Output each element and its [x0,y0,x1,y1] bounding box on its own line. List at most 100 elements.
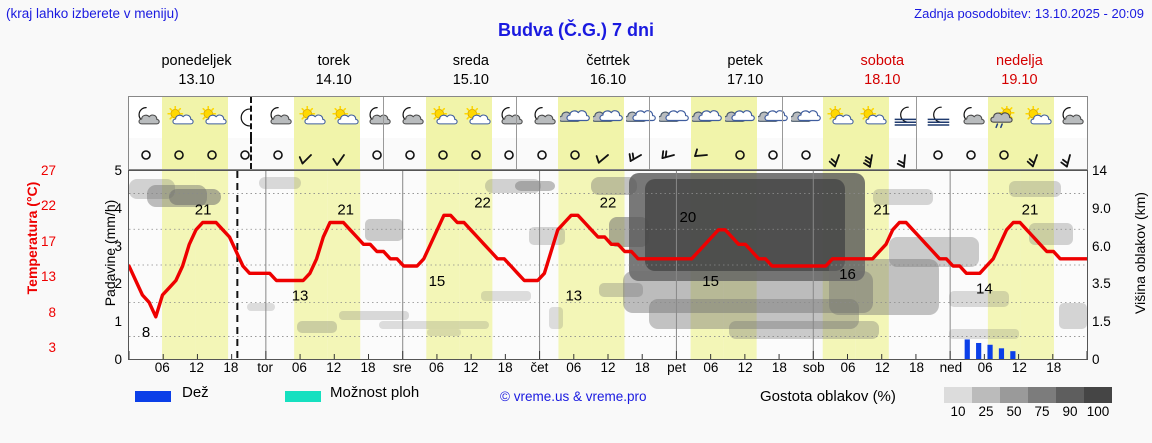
rain-legend-label: Dež [182,384,209,401]
day-date: 13.10 [178,72,215,88]
sun-cloud-rain-icon [987,97,1021,138]
wind-barb-icon [658,138,691,169]
moon-fog-icon [922,97,955,138]
wind-barb-icon [889,138,922,169]
x-axis-label: 18 [634,360,650,375]
cloud-density-colorbar [944,387,1112,403]
axis-tick: 9.0 [1092,200,1111,216]
wind-barb-icon [855,138,889,169]
svg-text:8: 8 [142,324,150,341]
wind-barb-strip [128,138,1088,170]
weather-icon-strip [128,96,1088,138]
axis-tick: 3 [48,340,56,355]
wind-calm-icon [790,138,823,169]
wind-calm-icon [261,138,294,169]
wind-barb-icon [822,138,856,169]
day-header-0: ponedeljek 13.10 [128,52,265,92]
last-update-label: Zadnja posodobitev: 13.10.2025 - 20:09 [914,6,1144,21]
x-axis-label: 18 [497,360,513,375]
x-axis-label: 06 [291,360,307,375]
moon-cloud-icon [261,97,294,138]
wind-calm-icon [195,138,229,169]
sun-cloud-icon [855,97,889,138]
day-header-4: petek 17.10 [677,52,814,92]
svg-text:21: 21 [1022,202,1039,219]
day-date: 14.10 [315,72,352,88]
wind-calm-icon [426,138,460,169]
day-separator [782,97,784,138]
day-separator [516,138,518,169]
axis-tick: 4 [114,200,122,216]
cloud-icon [591,97,625,138]
sun-cloud-icon [426,97,460,138]
day-date: 18.10 [864,72,901,88]
wind-barb-icon [327,138,361,169]
svg-text:15: 15 [429,273,446,290]
svg-text:13: 13 [565,288,582,305]
x-axis-label: 12 [326,360,342,375]
wind-barb-icon [294,138,328,169]
axis-tick: 0 [114,352,122,367]
copyright-label: © vreme.us & vreme.pro [500,389,647,404]
wind-calm-icon [757,138,790,169]
svg-text:14: 14 [976,280,993,297]
wind-calm-icon [955,138,988,169]
sun-cloud-icon [162,97,196,138]
sun-cloud-icon [327,97,361,138]
sun-cloud-icon [294,97,328,138]
showers-legend-label: Možnost ploh [330,384,420,401]
x-axis-label: 18 [223,360,239,375]
moon-fog-icon [889,97,922,138]
axis-tick: 6.0 [1092,238,1111,254]
day-header-row: ponedeljek 13.10 torek 14.10 sreda 15.10 četrt… [128,52,1088,92]
axis-tick: 8 [48,304,56,320]
axis-tick: 1.5 [1092,314,1111,330]
wind-calm-icon [492,138,525,169]
x-axis-label: 06 [429,360,445,375]
axis-tick: 3 [114,238,122,254]
wind-calm-icon [922,138,955,169]
cloud-density-swatch-75 [1028,387,1056,403]
cloud-icon [757,97,790,138]
day-name: torek [317,53,350,69]
cloud-density-swatch-50 [1000,387,1028,403]
svg-text:15: 15 [702,273,719,290]
x-axis-label: 06 [566,360,582,375]
day-name: petek [727,53,763,69]
x-axis-label: čet [530,360,549,375]
sun-cloud-icon [822,97,856,138]
x-axis-label: 06 [977,360,993,375]
cloud-density-swatch-10 [944,387,972,403]
wind-calm-icon [723,138,757,169]
x-axis-label: 12 [600,360,616,375]
sun-cloud-icon [459,97,493,138]
x-axis-label: 12 [874,360,890,375]
forecast-plot: 8 21 13 21 22 15 22 13 20 15 16 21 14 21 [128,170,1088,360]
day-separator [382,138,384,169]
axis-tick: 5 [114,163,122,178]
rain-legend-swatch [135,391,171,402]
cloud-density-swatch-90 [1056,387,1084,403]
wind-calm-icon [129,138,162,169]
day-date: 16.10 [589,72,627,88]
x-axis-label: ned [939,360,963,375]
day-name: ponedeljek [161,53,232,69]
day-separator [649,97,651,138]
x-axis-label: 06 [154,360,170,375]
day-separator [249,138,253,169]
location-menu-note: (kraj lahko izberete v meniju) [6,6,179,21]
axis-tick: 2 [114,276,122,292]
showers-legend-swatch [285,391,321,402]
day-name: sreda [452,53,489,69]
moon-cloud-icon [129,97,162,138]
x-axis-label: 18 [360,360,376,375]
svg-text:21: 21 [873,202,890,219]
svg-text:13: 13 [292,288,309,305]
day-header-1: torek 14.10 [265,52,402,92]
page-title: Budva (Č.G.) 7 dni [497,20,654,40]
wind-barb-icon [591,138,625,169]
cloud-density-tick: 100 [1086,404,1110,419]
cloud-icon [558,97,592,138]
moon-cloud-icon [525,97,558,138]
day-separator [649,138,651,169]
